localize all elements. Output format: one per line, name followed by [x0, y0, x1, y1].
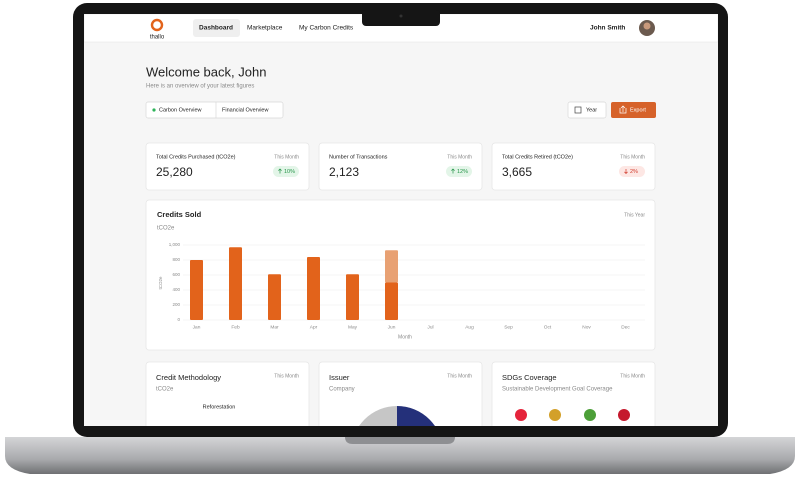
panel-title: Issuer — [329, 373, 350, 382]
bar — [307, 257, 320, 320]
panel-subtitle: Sustainable Development Goal Coverage — [502, 387, 613, 393]
chart-period: This Year — [624, 212, 645, 218]
nav-link[interactable]: My Carbon Credits — [299, 25, 354, 32]
camera — [399, 14, 403, 18]
stat-card — [318, 142, 483, 191]
page-title: Welcome back, John — [146, 64, 266, 79]
y-tick-label: 0 — [177, 317, 180, 322]
nav-link[interactable]: Dashboard — [199, 25, 233, 32]
stat-label: Number of Transactions — [329, 154, 388, 160]
tab[interactable]: Financial Overview — [222, 107, 268, 113]
panel-subtitle: tCO2e — [156, 387, 174, 393]
y-tick-label: 600 — [172, 272, 180, 277]
chart-title: Credits Sold — [157, 210, 202, 219]
button-label: Year — [586, 107, 597, 113]
stat-label: Total Credits Retired (tCO2e) — [502, 154, 573, 160]
logo-text: thallo — [150, 35, 165, 41]
bar — [229, 247, 242, 320]
sdg-icon[interactable] — [584, 409, 596, 421]
y-tick-label: 800 — [172, 257, 180, 262]
sdg-icon[interactable] — [515, 409, 527, 421]
change-arrow — [278, 168, 282, 174]
x-tick-label: Mar — [270, 324, 279, 330]
screen: thallo Dashboard Marketplace My Carbon C… — [84, 14, 718, 426]
panel-title: Credit Methodology — [156, 373, 221, 382]
stat-period: This Month — [274, 154, 299, 160]
sdg-icon[interactable] — [618, 409, 630, 421]
change-pill — [273, 166, 299, 177]
calendar-icon — [574, 106, 582, 114]
y-tick-label: 400 — [172, 287, 180, 292]
camera-notch — [362, 10, 440, 26]
nav-active — [193, 19, 240, 37]
laptop-base — [5, 437, 795, 474]
stat-value: 2,123 — [329, 165, 359, 179]
stat-value: 25,280 — [156, 165, 193, 179]
stat-label: Total Credits Purchased (tCO2e) — [156, 154, 236, 160]
bar — [385, 282, 398, 320]
x-tick-label: Jun — [388, 324, 396, 330]
stat-change: 2% — [630, 169, 638, 175]
user-name[interactable]: John Smith — [590, 25, 625, 32]
issuer-pie-right — [397, 406, 435, 426]
stat-value: 3,665 — [502, 165, 532, 179]
panel-card — [491, 361, 656, 426]
panel-period: This Month — [620, 373, 645, 379]
x-tick-label: Feb — [231, 324, 240, 330]
panel-card — [145, 361, 310, 426]
bar — [346, 274, 359, 320]
sdg-icon[interactable] — [549, 409, 561, 421]
x-tick-label: Nov — [582, 324, 591, 330]
avatar-face — [643, 22, 651, 30]
base-notch — [345, 437, 455, 444]
export-icon — [619, 105, 627, 114]
stat-card — [491, 142, 656, 191]
stat-card — [145, 142, 310, 191]
stat-change: 12% — [457, 169, 468, 175]
stat-change: 10% — [284, 169, 295, 175]
bar — [385, 250, 398, 283]
nav-link[interactable]: Marketplace — [247, 25, 283, 32]
logo-mark — [150, 18, 164, 32]
x-tick-label: May — [348, 324, 358, 330]
x-tick-label: Oct — [544, 324, 552, 330]
y-tick-label: 1,000 — [169, 242, 181, 247]
x-tick-label: Sep — [504, 324, 513, 330]
panel-period: This Month — [447, 373, 472, 379]
x-tick-label: Dec — [621, 324, 630, 330]
x-tick-label: Jan — [193, 324, 201, 330]
bar — [190, 260, 203, 320]
x-tick-label: Jul — [427, 324, 433, 330]
methodology-label: Reforestation — [203, 404, 236, 410]
panel-subtitle: Company — [329, 387, 355, 393]
button-label: Export — [630, 107, 646, 113]
change-arrow — [451, 168, 455, 174]
x-tick-label: Aug — [465, 324, 474, 330]
tab-dot — [152, 108, 156, 112]
y-tick-label: 200 — [172, 302, 180, 307]
panel-card — [318, 361, 483, 426]
page-subtitle: Here is an overview of your latest figur… — [146, 84, 254, 90]
bar — [268, 274, 281, 320]
y-axis-label: tCO2e — [158, 276, 163, 290]
change-arrow — [624, 169, 628, 174]
year-button[interactable] — [567, 101, 607, 119]
change-pill — [619, 166, 645, 177]
x-axis-label: Month — [398, 334, 412, 340]
panel-period: This Month — [274, 373, 299, 379]
tab-group — [145, 101, 284, 119]
stat-period: This Month — [620, 154, 645, 160]
export-button[interactable] — [611, 102, 656, 118]
change-pill — [446, 166, 472, 177]
tab[interactable]: Carbon Overview — [159, 107, 202, 113]
x-tick-label: Apr — [310, 324, 318, 330]
chart-subtitle: tCO2e — [157, 226, 175, 232]
stat-period: This Month — [447, 154, 472, 160]
panel-title: SDGs Coverage — [502, 373, 557, 382]
